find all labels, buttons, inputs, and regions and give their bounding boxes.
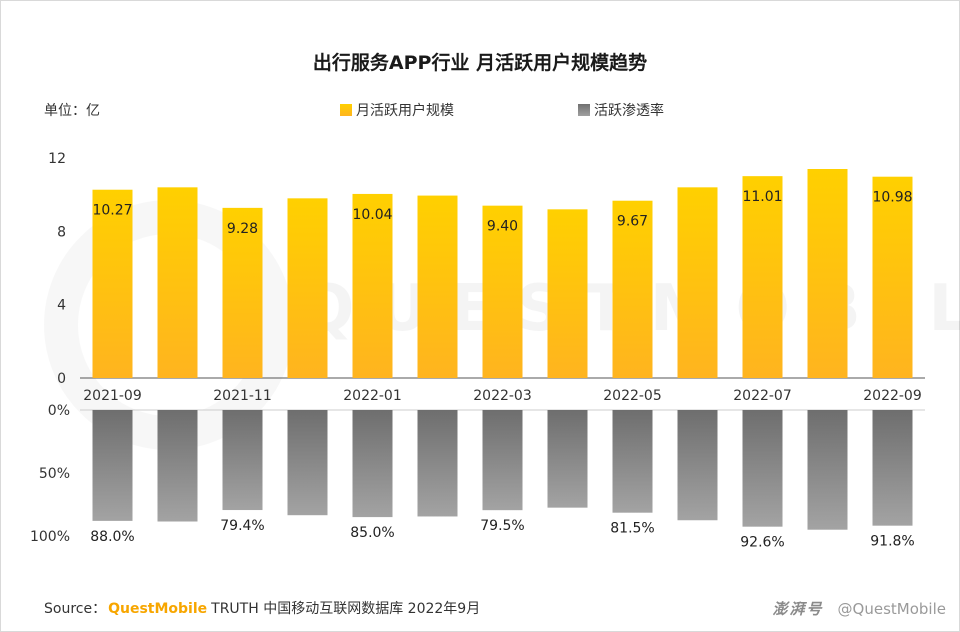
source-line: Source： QuestMobile TRUTH 中国移动互联网数据库 202…: [44, 598, 480, 618]
mau-bar-2021-10: [157, 187, 198, 378]
legend-label-penetration: 活跃渗透率: [594, 103, 664, 119]
mau-data-label-2021-09: 10.27: [92, 203, 132, 219]
penetration-bar-2021-12: [287, 410, 328, 516]
mau-bar-2022-02: [417, 195, 458, 378]
x-tick-label-2021-09: 2021-09: [83, 388, 142, 404]
mau-bar-2022-07: [742, 176, 783, 378]
x-tick-label-2022-05: 2022-05: [603, 388, 662, 404]
y-tick-label-0: 0: [57, 371, 66, 387]
penetration-data-label-2021-09: 88.0%: [90, 529, 134, 545]
legend-label-mau: 月活跃用户规模: [356, 103, 454, 119]
x-tick-label-2022-03: 2022-03: [473, 388, 532, 404]
penetration-data-label-2022-03: 79.5%: [480, 518, 524, 534]
penetration-bar-2021-10: [157, 410, 198, 522]
mau-data-label-2022-05: 9.67: [617, 214, 648, 230]
legend-swatch-mau: [340, 104, 352, 116]
mau-bar-2021-09: [92, 189, 133, 378]
mau-bar-2022-04: [547, 209, 588, 378]
penetration-bar-2022-07: [742, 410, 783, 527]
credit-handle: @QuestMobile: [837, 600, 946, 618]
mau-bar-2021-12: [287, 198, 328, 378]
penetration-bar-2022-06: [677, 410, 718, 521]
source-brand: QuestMobile: [108, 601, 208, 617]
unit-label: 单位：亿: [44, 103, 100, 119]
mau-data-label-2022-07: 11.01: [742, 189, 782, 205]
mau-bar-2022-08: [807, 169, 848, 378]
y2-tick-label-0%: 0%: [48, 403, 70, 419]
source-prefix: Source：: [44, 601, 107, 617]
mau-bar-2022-03: [482, 205, 523, 378]
mau-bar-2022-01: [352, 193, 393, 378]
mau-data-label-2021-11: 9.28: [227, 221, 258, 237]
credit-logo: 澎湃号: [772, 600, 824, 618]
y-tick-label-12: 12: [48, 151, 66, 167]
penetration-data-label-2022-05: 81.5%: [610, 521, 654, 537]
y-tick-label-4: 4: [57, 298, 66, 314]
penetration-bar-2022-01: [352, 410, 393, 518]
legend-item-penetration: 活跃渗透率: [578, 100, 664, 120]
x-tick-label-2022-07: 2022-07: [733, 388, 792, 404]
penetration-data-label-2022-07: 92.6%: [740, 535, 784, 551]
legend-item-mau: 月活跃用户规模: [340, 100, 454, 120]
mau-bar-2022-06: [677, 187, 718, 378]
penetration-data-label-2022-09: 91.8%: [870, 534, 914, 550]
penetration-bar-2022-03: [482, 410, 523, 511]
y-tick-label-8: 8: [57, 224, 66, 240]
penetration-bar-2021-11: [222, 410, 263, 511]
penetration-data-label-2022-01: 85.0%: [350, 525, 394, 541]
y2-tick-label-50%: 50%: [39, 466, 70, 482]
mau-data-label-2022-09: 10.98: [872, 190, 912, 206]
credit: 澎湃号 @QuestMobile: [773, 598, 946, 619]
penetration-bar-2022-08: [807, 410, 848, 530]
chart-title: 出行服务APP行业 月活跃用户规模趋势: [312, 52, 648, 74]
legend-swatch-penetration: [578, 104, 590, 116]
penetration-bar-2022-04: [547, 410, 588, 508]
mau-bar-2022-05: [612, 200, 653, 378]
penetration-data-label-2021-11: 79.4%: [220, 518, 264, 534]
x-tick-label-2021-11: 2021-11: [213, 388, 272, 404]
mau-bar-2022-09: [872, 176, 913, 378]
penetration-bar-2021-09: [92, 410, 133, 521]
y2-tick-label-100%: 100%: [30, 529, 70, 545]
penetration-bar-2022-09: [872, 410, 913, 526]
penetration-bar-2022-05: [612, 410, 653, 513]
mau-data-label-2022-03: 9.40: [487, 219, 518, 235]
source-text: TRUTH 中国移动互联网数据库 2022年9月: [211, 601, 481, 617]
penetration-bar-2022-02: [417, 410, 458, 517]
x-tick-label-2022-01: 2022-01: [343, 388, 402, 404]
mau-data-label-2022-01: 10.04: [352, 207, 392, 223]
x-tick-label-2022-09: 2022-09: [863, 388, 922, 404]
mau-bar-2021-11: [222, 207, 263, 378]
